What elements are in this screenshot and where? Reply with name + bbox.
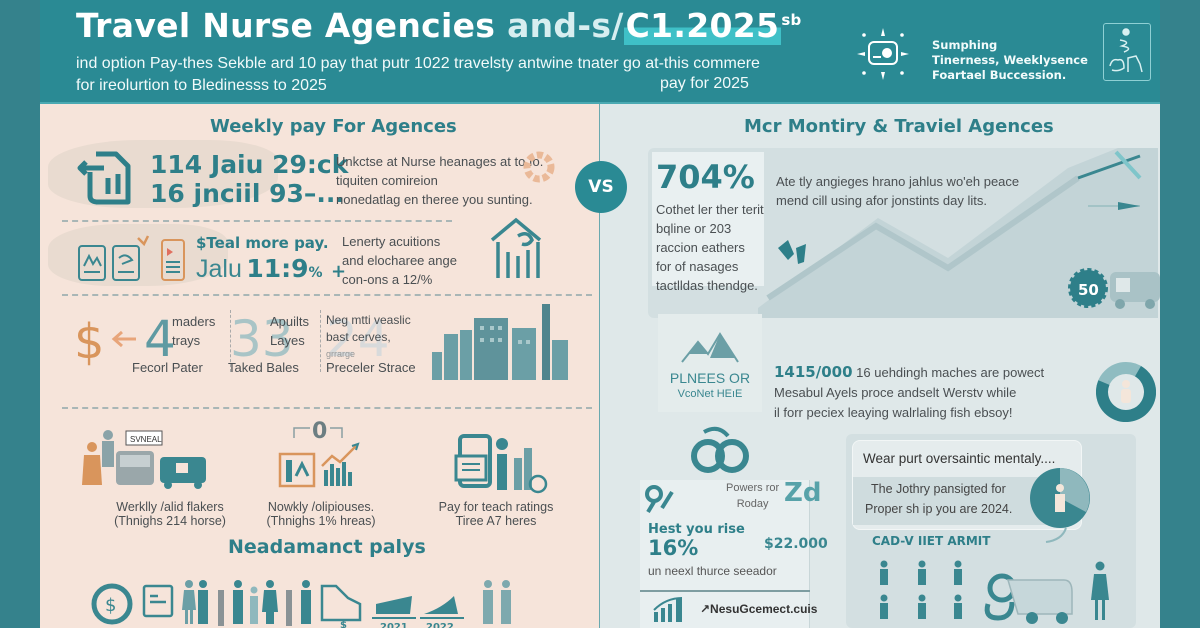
gears-icon (690, 424, 752, 476)
divider (320, 310, 321, 372)
arrow-left-icon (110, 329, 138, 349)
gear-van-icon: 50 (1068, 264, 1164, 314)
more-pay-description: Lenerty acuitions and elocharee ange con… (342, 234, 457, 287)
more-pay-headline: $Teal more pay. (196, 234, 329, 252)
rise-card (640, 480, 810, 628)
rise-footer-link: ↗NesuGcemect.cuis (700, 602, 818, 616)
infographic-frame: Travel Nurse Agencies and-s/C1.2025 sb in… (40, 0, 1160, 628)
powers-label: Powers ror Roday (726, 482, 780, 510)
svg-text:$: $ (340, 620, 347, 628)
svg-text:2021: 2021 (380, 622, 408, 628)
travel-bags-icon (1103, 23, 1151, 81)
stat-704-description: Cothet ler ther terit bqline or 203 racc… (656, 202, 764, 293)
clipboard-icons (78, 234, 188, 284)
vs-badge: VS (575, 161, 627, 213)
rating-report-icon (454, 434, 554, 496)
chat-doc-icon (142, 584, 174, 618)
divider (62, 220, 452, 222)
person-donut-icon (1096, 362, 1156, 422)
bottom-section-title: Neadamanct palys (228, 536, 426, 558)
stat-704-value: 704% (656, 158, 755, 196)
feature-3-text: Pay for teach ratings Tiree A7 heres (438, 500, 554, 528)
image-placeholder: PLNEES OR VcoNet HEıE (658, 314, 762, 412)
rise-title: Hest you rise (648, 522, 745, 537)
person-progress-icon (1026, 464, 1096, 544)
growth-chart-icon: 0 (272, 416, 372, 496)
svg-text:SVNEAL: SVNEAL (130, 435, 162, 444)
subtitle: ind option Pay-thes Sekble ard 10 pay th… (76, 55, 760, 94)
stat-1415-block: 1415/000 16 uehdingh maches are powect M… (774, 363, 1045, 420)
document-chart-icon (76, 148, 134, 208)
svg-text:$: $ (105, 595, 116, 616)
right-section-title: Mcr Montiry & Traviel Agences (744, 116, 1054, 137)
bar-chart-icon (652, 596, 686, 622)
house-hand-icon (488, 216, 546, 280)
divider (62, 407, 592, 409)
money-cycle-icon: $ (91, 583, 133, 625)
more-pay-value: Jalu 11:9% + (196, 254, 347, 283)
header-note: Sumphing Tinerness, Weeklysence Foartael… (932, 38, 1088, 82)
people-grid-icon (872, 552, 1122, 628)
cad-label: CAD-V IIET ARMIT (872, 534, 991, 548)
divider (640, 590, 810, 592)
sun-laptop-icon (855, 26, 911, 82)
rise-value: 16% (648, 536, 699, 560)
left-section-title: Weekly pay For Agences (210, 116, 457, 137)
bottom-icon-row: $ $ 2021 (86, 574, 566, 628)
right-panel-monthly: Mcr Montiry & Traviel Agences 704% Cothe… (600, 104, 1160, 628)
feature-2-text: Nowkly /olipiouses. (Thnighs 1% hreas) (266, 500, 376, 528)
rise-amount: $22.000 (764, 536, 828, 552)
rise-description: un neexl thurce seeador (648, 564, 777, 578)
stat-weekly-description: Unkctse at Nurse heanages at to fo. tiqu… (336, 154, 544, 207)
header-banner: Travel Nurse Agencies and-s/C1.2025 sb in… (40, 0, 1160, 104)
feature-1-text: Werklly /alid flakers (Thnighs 214 horse… (114, 500, 226, 528)
chart-description: Ate tly angieges hrano jahlus wo'eh peac… (776, 174, 1020, 208)
divider (62, 294, 592, 296)
left-panel-weekly-pay: Weekly pay For Agences 114 Jaiu 29:ck 16… (40, 104, 600, 628)
svg-text:50: 50 (1078, 281, 1099, 299)
search-location-icon (644, 484, 678, 514)
gear-icon (518, 146, 560, 188)
svg-text:0: 0 (312, 419, 327, 444)
dollar-icon: $ (74, 314, 105, 370)
svg-text:2022: 2022 (426, 622, 454, 628)
map-blob (48, 140, 278, 208)
stat-card-704 (652, 152, 764, 286)
page-title: Travel Nurse Agencies and-s/C1.2025 sb (76, 6, 802, 45)
city-buildings-icon (432, 304, 572, 380)
divider (230, 310, 231, 372)
pin-icon (776, 238, 812, 270)
powers-badge: Zd (784, 478, 822, 508)
subtitle-year: pay for 2025 (660, 75, 749, 92)
travel-van-people-icon: SVNEAL (80, 427, 215, 497)
stat-weekly-values: 114 Jaiu 29:ck 16 jnciil 93–... (150, 150, 349, 208)
